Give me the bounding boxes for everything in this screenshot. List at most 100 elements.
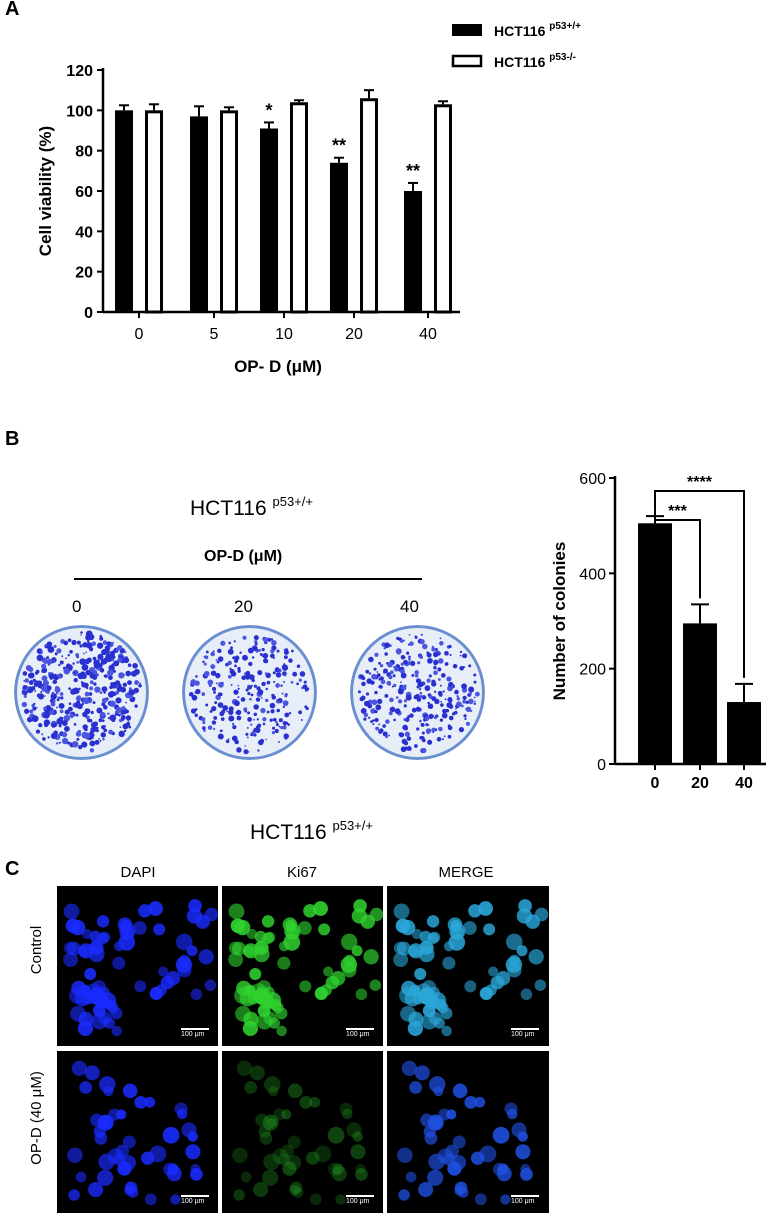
colony (56, 648, 62, 654)
nucleus (255, 1113, 269, 1127)
colony (232, 725, 237, 730)
colony (73, 671, 76, 675)
colony (65, 657, 67, 660)
colony (397, 699, 403, 704)
significance-mark: * (265, 100, 272, 120)
nucleus (448, 933, 466, 951)
colony (380, 676, 384, 681)
nucleus (88, 946, 105, 963)
nucleus (63, 941, 77, 955)
nucleus (393, 941, 407, 955)
colony (245, 670, 251, 676)
nucleus (181, 1122, 197, 1138)
colony (47, 736, 50, 739)
colony (233, 689, 239, 695)
colony (85, 630, 93, 638)
colony (432, 715, 435, 717)
colony (128, 687, 132, 691)
colony (99, 636, 104, 641)
colony (233, 658, 239, 663)
colony-chart: 0 200 400 600 Number of colonies 0 20 40 *******… (550, 471, 766, 790)
bar-1 (290, 102, 308, 314)
nucleus (195, 914, 211, 929)
colony-dish-20 (182, 625, 317, 760)
colony (282, 721, 288, 726)
colony (213, 716, 218, 720)
colony (302, 684, 308, 690)
colony (462, 699, 466, 704)
panel-b-title: HCT116 p53+/+ (190, 494, 313, 521)
colony (273, 680, 276, 683)
nucleus (71, 1060, 88, 1077)
nucleus (148, 901, 163, 916)
nucleus (134, 980, 147, 993)
nucleus (421, 1013, 438, 1030)
nucleus (414, 1065, 430, 1081)
colony (194, 680, 200, 686)
colony (84, 727, 88, 732)
colony (384, 642, 390, 649)
nucleus (520, 1163, 531, 1175)
colony (444, 662, 449, 666)
colony (99, 668, 105, 673)
colony (67, 638, 72, 643)
colony (118, 730, 125, 738)
colony (400, 654, 406, 660)
colony (201, 717, 206, 722)
colony (393, 718, 396, 722)
colony (270, 709, 275, 714)
colony (393, 666, 399, 672)
colony (426, 652, 432, 658)
colony (85, 669, 91, 676)
colony (243, 707, 248, 712)
scale-bar (181, 1195, 209, 1197)
colony (458, 727, 465, 733)
colony (50, 701, 56, 707)
colony (220, 717, 225, 721)
colony (89, 740, 96, 747)
y-axis-title: Number of colonies (550, 542, 569, 701)
colony (368, 678, 371, 681)
colony (261, 681, 266, 687)
colony (98, 663, 103, 668)
colony (229, 668, 235, 675)
colony (234, 700, 240, 707)
colony (470, 709, 473, 713)
colony (398, 732, 403, 737)
nucleus (414, 967, 427, 980)
significance-label: **** (687, 474, 713, 491)
bar-1 (145, 110, 163, 314)
colony (257, 670, 263, 676)
nucleus (268, 1086, 279, 1097)
colony (138, 683, 142, 688)
scale-bar (181, 1028, 209, 1030)
colony (300, 719, 303, 721)
colony (465, 721, 470, 726)
colony (125, 709, 129, 714)
colony (456, 701, 462, 708)
colony (89, 647, 94, 652)
panel-c-label: C (5, 858, 20, 880)
nucleus (440, 1007, 453, 1020)
colony (253, 712, 258, 717)
colony (468, 692, 472, 696)
nucleus (198, 949, 214, 965)
nucleus (67, 1147, 83, 1164)
nucleus (452, 1135, 466, 1149)
colony (288, 712, 292, 715)
colony (388, 674, 393, 680)
colony (251, 645, 258, 651)
colony (212, 650, 215, 653)
colony (84, 685, 88, 689)
colony (33, 681, 39, 688)
colony (378, 729, 383, 734)
colony (110, 682, 114, 686)
colony (218, 681, 224, 688)
colony (275, 723, 279, 727)
colony (278, 741, 280, 743)
nucleus (158, 966, 169, 977)
nucleus (190, 1163, 201, 1175)
colony (22, 671, 28, 676)
nucleus (401, 1060, 418, 1077)
nucleus (427, 1169, 444, 1186)
